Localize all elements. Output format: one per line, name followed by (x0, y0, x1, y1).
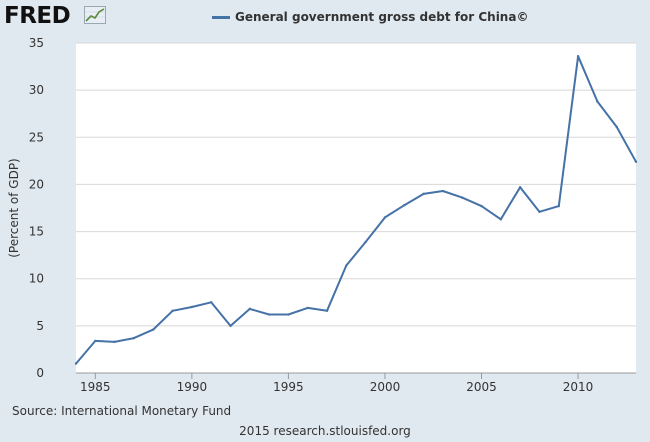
data-point (287, 313, 290, 316)
data-point (499, 218, 503, 221)
data-point (403, 203, 406, 207)
data-point (132, 336, 136, 340)
data-point (94, 339, 97, 343)
data-point (364, 240, 367, 244)
data-point (325, 309, 329, 312)
y-tick-label: 30 (29, 83, 44, 97)
data-point (461, 196, 464, 199)
data-point (152, 328, 155, 331)
data-point (306, 306, 309, 310)
data-point (576, 55, 580, 58)
data-point (615, 125, 618, 129)
x-tick-label: 1990 (177, 380, 208, 394)
x-tick-label: 1995 (273, 380, 304, 394)
legend-swatch (212, 15, 230, 19)
y-tick-label: 5 (36, 319, 44, 333)
data-point (422, 192, 425, 196)
gridlines (76, 42, 636, 374)
chart-legend: General government gross debt for China© (212, 8, 528, 26)
data-point (557, 204, 560, 208)
data-point (248, 307, 251, 311)
source-note: Source: International Monetary Fund (12, 404, 232, 418)
y-tick-label: 15 (29, 225, 44, 239)
x-tick-label: 2005 (466, 380, 497, 394)
y-tick-label: 25 (29, 130, 44, 144)
data-point (171, 309, 174, 312)
y-tick-label: 10 (29, 272, 44, 286)
data-point (441, 189, 445, 193)
plot-area (76, 43, 636, 373)
x-tick-label: 2000 (370, 380, 401, 394)
x-tick-label: 2010 (563, 380, 594, 394)
data-point (538, 210, 541, 213)
y-tick-label: 0 (36, 366, 44, 380)
data-point (113, 340, 116, 344)
y-tick-label: 20 (29, 177, 44, 191)
legend-label: General government gross debt for China© (235, 10, 529, 24)
data-point (518, 186, 522, 189)
data-point (596, 100, 599, 103)
data-point (74, 362, 78, 365)
series-line (75, 55, 637, 365)
data-point (634, 160, 638, 163)
y-axis-ticks: 0 5 10 15 20 25 30 35 (29, 36, 44, 380)
x-axis-ticks: 1985 1990 1995 2000 2005 2010 (80, 373, 593, 394)
data-point (190, 305, 194, 309)
data-point (480, 204, 483, 208)
x-tick-label: 1985 (80, 380, 111, 394)
fred-logo[interactable]: FRED (4, 3, 71, 29)
data-point (229, 324, 232, 328)
data-point (209, 301, 213, 304)
series-lines (74, 55, 638, 365)
credit-link[interactable]: 2015 research.stlouisfed.org (239, 424, 411, 438)
y-tick-label: 35 (29, 36, 44, 50)
data-point (383, 216, 387, 219)
data-point (345, 264, 348, 267)
chart-trend-icon (84, 6, 106, 24)
data-point (267, 313, 271, 316)
